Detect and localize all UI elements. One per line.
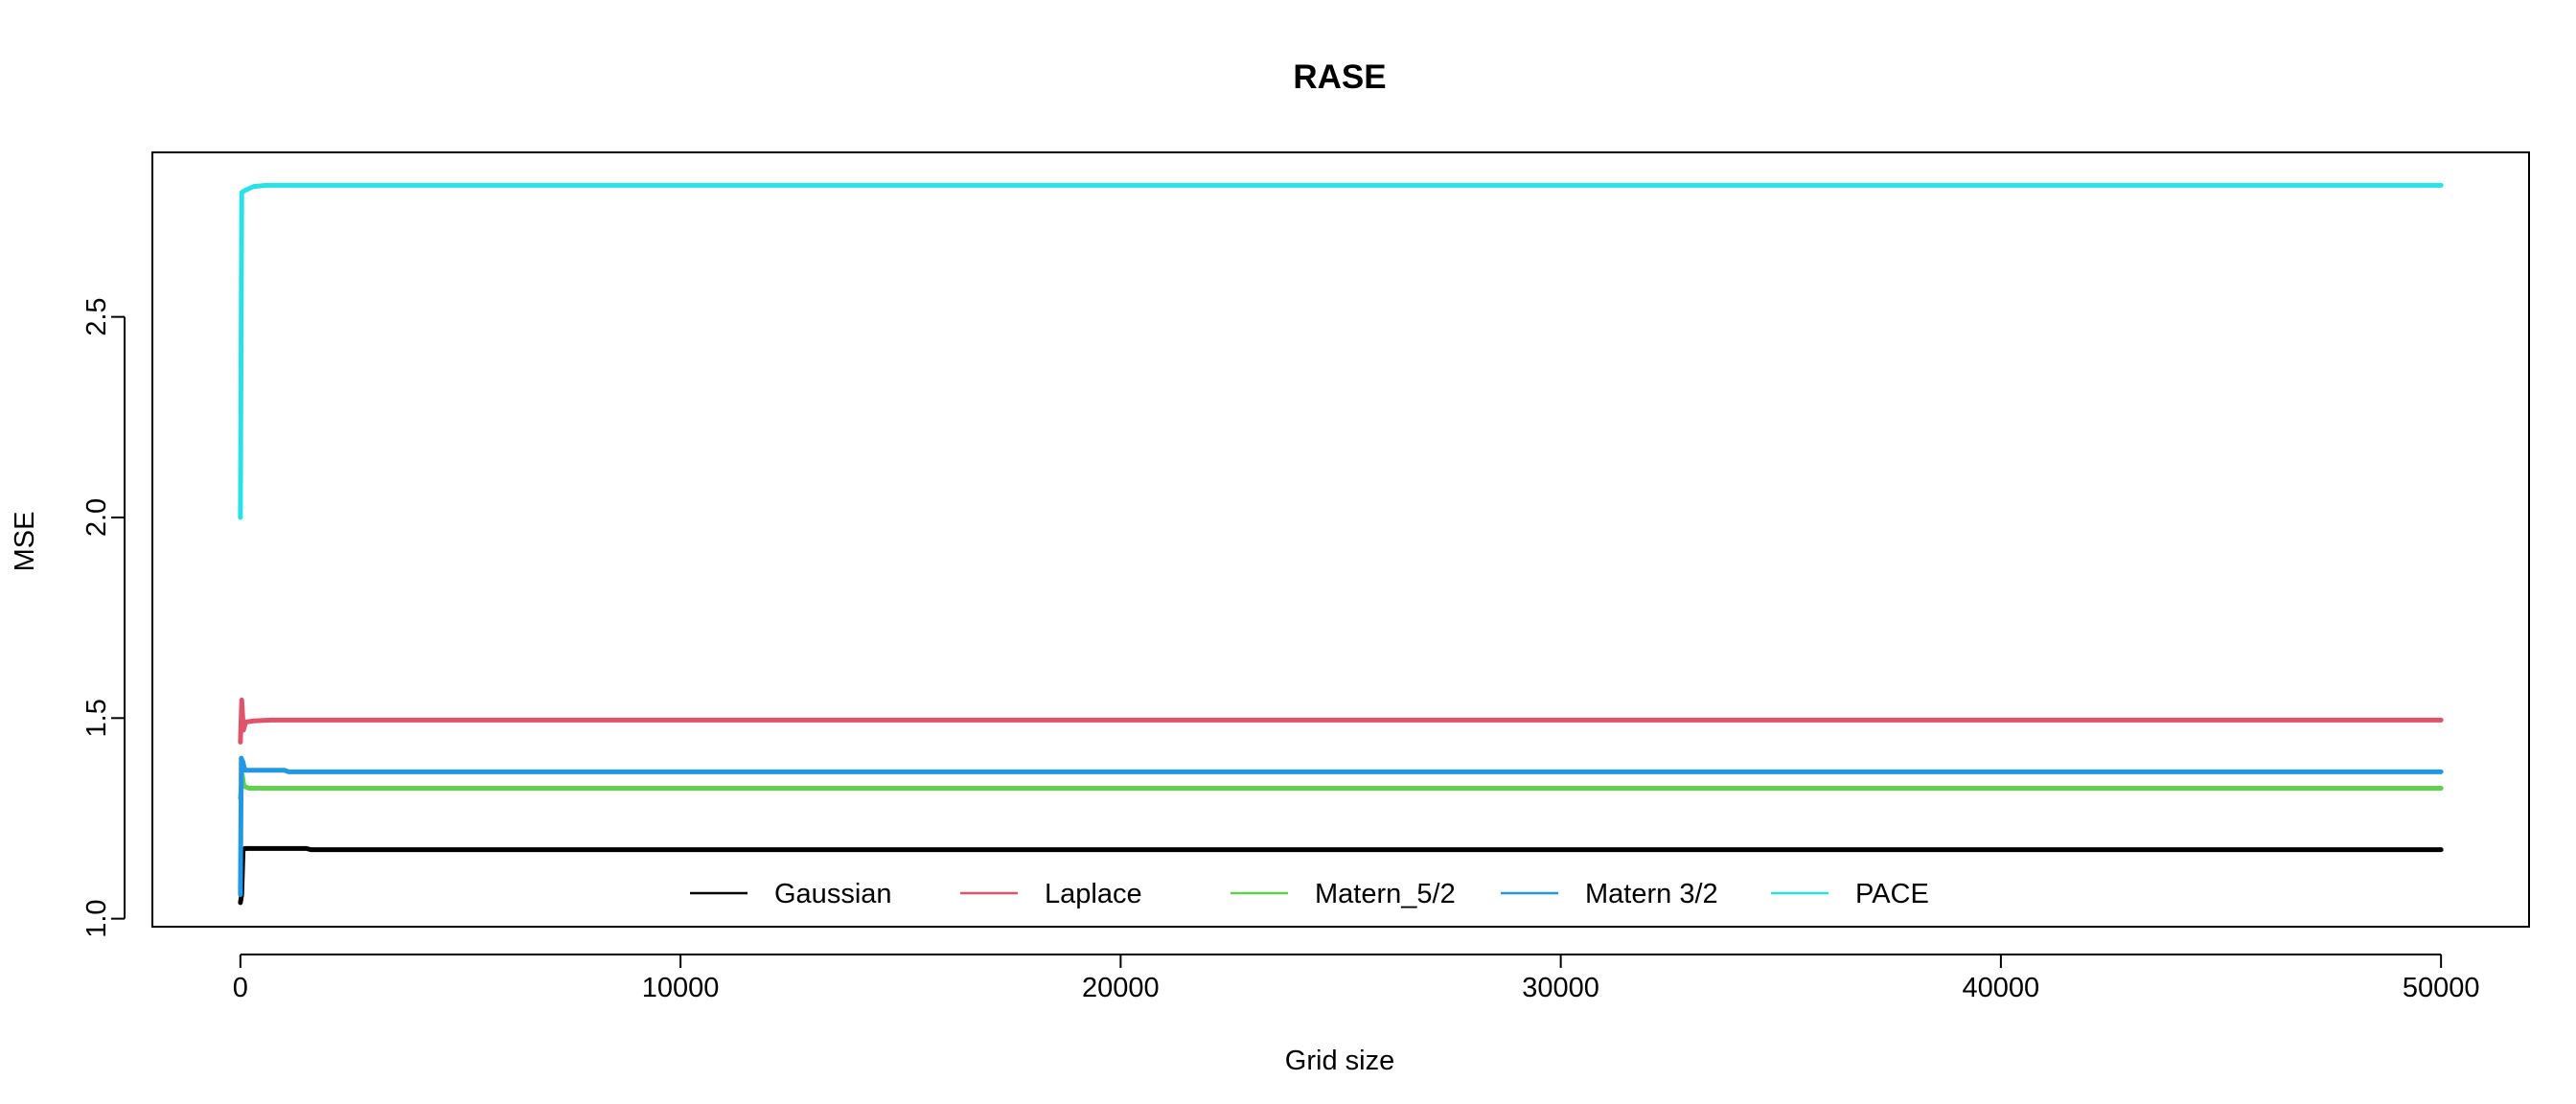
x-axis: 0 10000 20000 30000 40000 50000 (233, 954, 2480, 1003)
x-tick-label: 10000 (642, 973, 720, 1003)
y-tick-label: 1.0 (81, 899, 112, 937)
plot-lines (238, 182, 2444, 906)
legend-label-4: PACE (1855, 879, 1929, 909)
y-tick-label: 2.5 (81, 297, 112, 335)
y-tick-label: 2.0 (81, 498, 112, 537)
x-axis-label: Grid size (1285, 1046, 1394, 1076)
legend: Gaussian Laplace Matern_5/2 Matern 3/2 PACE (690, 879, 1929, 909)
y-axis: 1.0 1.5 2.0 2.5 (81, 297, 126, 938)
plot-frame (151, 151, 2530, 928)
legend-label-3: Matern 3/2 (1585, 879, 1718, 909)
x-tick-label: 40000 (1963, 973, 2040, 1003)
series-line-4 (238, 182, 2444, 520)
series-line-2 (238, 771, 2444, 801)
series-line-3 (238, 755, 2444, 898)
y-axis-label: MSE (10, 512, 40, 572)
x-tick-label: 0 (233, 973, 248, 1003)
x-tick-label: 30000 (1522, 973, 1599, 1003)
legend-label-2: Matern_5/2 (1315, 879, 1456, 909)
chart-title: RASE (1293, 58, 1386, 96)
y-tick-label: 1.5 (81, 699, 112, 737)
series-line-1 (238, 697, 2444, 745)
legend-label-0: Gaussian (774, 879, 892, 909)
legend-label-1: Laplace (1045, 879, 1142, 909)
x-tick-label: 20000 (1082, 973, 1160, 1003)
x-tick-label: 50000 (2403, 973, 2480, 1003)
